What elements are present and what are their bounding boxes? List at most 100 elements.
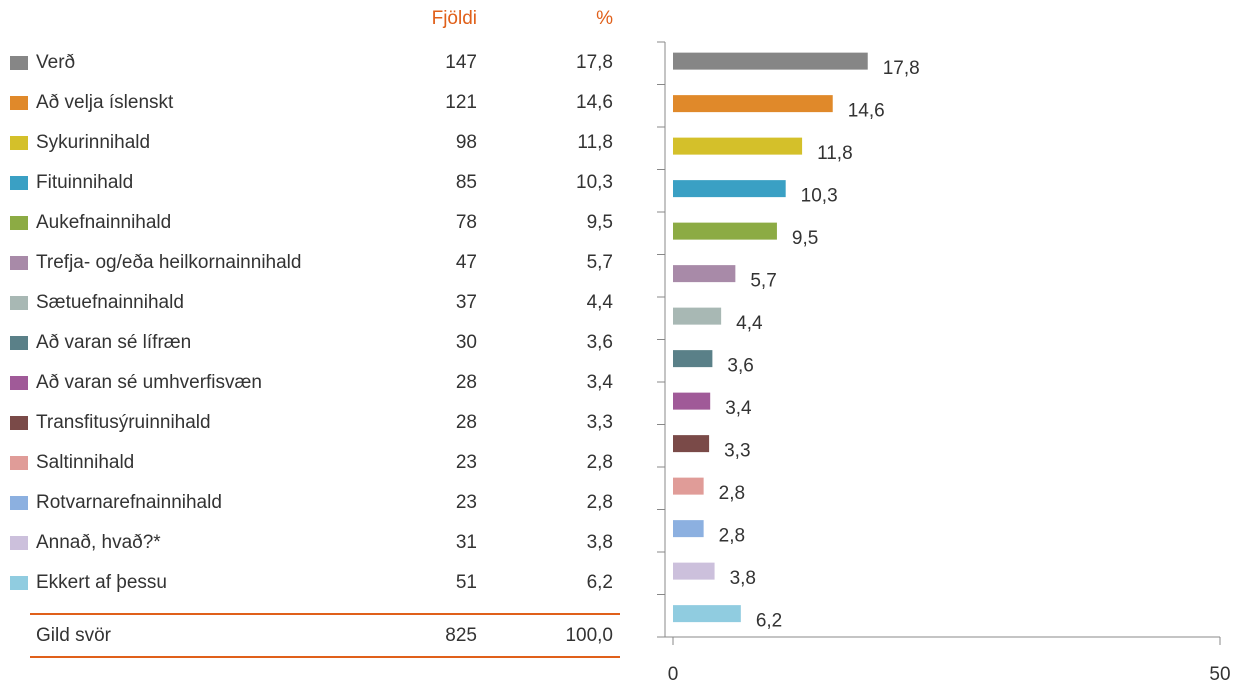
bar	[673, 520, 704, 538]
row-label: Trefja- og/eða heilkornainnihald	[36, 252, 302, 273]
value-label: 9,5	[792, 228, 818, 249]
legend-swatch	[10, 56, 28, 70]
bar	[673, 562, 715, 580]
row-percent: 10,3	[576, 172, 613, 193]
x-tick-label: 50	[1209, 664, 1230, 682]
table-row: Fituinnihald 85 10,3	[10, 163, 622, 203]
header-count: Fjöldi	[431, 8, 477, 29]
value-label: 3,3	[724, 441, 750, 462]
row-label: Fituinnihald	[36, 172, 134, 193]
rule	[30, 613, 620, 615]
bar	[673, 605, 741, 623]
legend-swatch	[10, 136, 28, 150]
row-count: 31	[455, 532, 477, 553]
row-percent: 2,8	[586, 492, 613, 513]
row-percent: 3,4	[586, 372, 613, 393]
table-row: Rotvarnarefnainnihald 23 2,8	[10, 483, 622, 523]
total-row: Gild svör 825 100,0	[10, 616, 622, 656]
row-count: 47	[455, 252, 477, 273]
row-percent: 17,8	[576, 52, 613, 73]
value-label: 4,4	[736, 313, 763, 334]
row-label: Ekkert af þessu	[36, 572, 167, 593]
row-count: 85	[455, 172, 477, 193]
row-count: 23	[455, 492, 477, 513]
row-label: Að varan sé lífræn	[36, 332, 192, 353]
row-label: Rotvarnarefnainnihald	[36, 492, 222, 513]
table-row: Aukefnainnihald 78 9,5	[10, 203, 622, 243]
row-percent: 4,4	[586, 292, 613, 313]
legend-swatch	[10, 296, 28, 310]
row-count: 28	[455, 412, 477, 433]
bar	[673, 265, 736, 283]
value-label: 17,8	[883, 58, 920, 79]
row-label: Verð	[36, 52, 76, 73]
legend-swatch	[10, 456, 28, 470]
row-label: Transfitusýruinnihald	[36, 412, 211, 433]
value-label: 2,8	[719, 526, 745, 547]
row-percent: 5,7	[586, 252, 613, 273]
header-percent: %	[596, 8, 613, 29]
row-percent: 11,8	[577, 132, 613, 153]
row-count: 98	[455, 132, 477, 153]
value-label: 14,6	[848, 101, 885, 122]
legend-swatch	[10, 496, 28, 510]
bar	[673, 435, 710, 453]
row-label: Saltinnihald	[36, 452, 135, 473]
row-percent: 3,3	[586, 412, 613, 433]
row-label: Að varan sé umhverfisvæn	[36, 372, 262, 393]
bar	[673, 180, 786, 198]
table-row: Annað, hvað?* 31 3,8	[10, 523, 622, 563]
row-label: Aukefnainnihald	[36, 212, 172, 233]
value-label: 3,8	[730, 568, 756, 589]
table-row: Saltinnihald 23 2,8	[10, 443, 622, 483]
row-count: 121	[445, 92, 477, 113]
total-count: 825	[445, 625, 477, 646]
legend-swatch	[10, 96, 28, 110]
table-row: Að varan sé lífræn 30 3,6	[10, 323, 622, 363]
legend-swatch	[10, 216, 28, 230]
row-count: 23	[455, 452, 477, 473]
value-label: 5,7	[750, 271, 776, 292]
bar	[673, 477, 704, 495]
value-label: 10,3	[801, 186, 838, 207]
row-count: 147	[445, 52, 477, 73]
row-percent: 9,5	[586, 212, 613, 233]
bar	[673, 392, 711, 410]
value-label: 3,4	[725, 398, 752, 419]
rule	[30, 656, 620, 658]
row-label: Sykurinnihald	[36, 132, 151, 153]
bar	[673, 95, 833, 113]
row-percent: 3,8	[586, 532, 613, 553]
row-percent: 3,6	[586, 332, 613, 353]
bar	[673, 52, 868, 70]
row-count: 78	[455, 212, 477, 233]
row-percent: 6,2	[586, 572, 613, 593]
row-percent: 2,8	[586, 452, 613, 473]
legend-swatch	[10, 336, 28, 350]
table-row: Verð 147 17,8	[10, 43, 622, 83]
bar	[673, 307, 722, 325]
legend-swatch	[10, 576, 28, 590]
legend-swatch	[10, 176, 28, 190]
x-tick-label: 0	[668, 664, 679, 682]
bar	[673, 137, 803, 155]
value-label: 2,8	[719, 483, 745, 504]
value-label: 6,2	[756, 611, 782, 632]
table-row: Að velja íslenskt 121 14,6	[10, 83, 622, 123]
table-row: Transfitusýruinnihald 28 3,3	[10, 403, 622, 443]
legend-swatch	[10, 536, 28, 550]
legend-swatch	[10, 416, 28, 430]
table-row: Trefja- og/eða heilkornainnihald 47 5,7	[10, 243, 622, 283]
row-label: Að velja íslenskt	[36, 92, 174, 113]
legend-swatch	[10, 256, 28, 270]
table-row: Að varan sé umhverfisvæn 28 3,4	[10, 363, 622, 403]
row-percent: 14,6	[576, 92, 613, 113]
bar	[673, 350, 713, 368]
row-count: 37	[455, 292, 477, 313]
row-count: 28	[455, 372, 477, 393]
row-count: 30	[455, 332, 477, 353]
table-row: Sykurinnihald 98 11,8	[10, 123, 622, 163]
row-count: 51	[455, 572, 477, 593]
